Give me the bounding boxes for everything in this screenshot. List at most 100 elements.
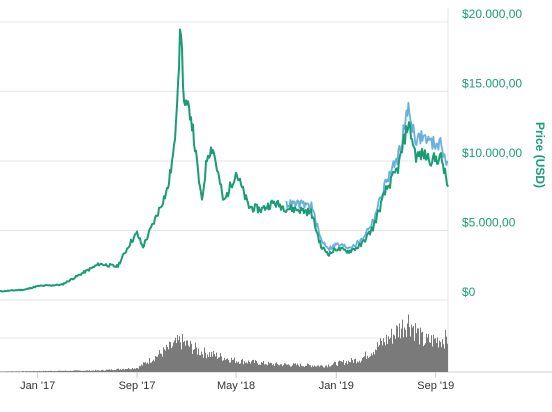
volume-bar <box>280 364 281 372</box>
volume-bar <box>384 342 385 372</box>
volume-bar <box>431 335 432 372</box>
grid-lines <box>0 8 552 373</box>
volume-bar <box>50 370 51 372</box>
volume-bar <box>372 355 373 372</box>
volume-bar <box>152 361 153 372</box>
volume-bar <box>184 340 185 372</box>
volume-bar <box>405 329 406 372</box>
volume-bar <box>388 336 389 372</box>
volume-bar <box>284 363 285 372</box>
volume-bar <box>139 365 140 372</box>
volume-bar <box>18 371 19 372</box>
volume-bar <box>92 370 93 372</box>
volume-bar <box>296 365 297 372</box>
volume-bar <box>380 338 381 372</box>
volume-bar <box>170 342 171 372</box>
volume-bar <box>427 337 428 372</box>
volume-bar <box>359 360 360 372</box>
volume-bar <box>399 323 400 372</box>
volume-bar <box>172 346 173 372</box>
volume-bar <box>231 357 232 372</box>
volume-bar <box>243 364 244 372</box>
volume-bar <box>332 364 333 372</box>
volume-bar <box>201 351 202 372</box>
volume-bar <box>242 359 243 372</box>
volume-bar <box>363 357 364 372</box>
volume-bar <box>23 371 24 372</box>
volume-bar <box>100 370 101 372</box>
volume-bar <box>158 354 159 372</box>
volume-bar <box>240 363 241 372</box>
volume-bar <box>330 366 331 372</box>
x-tick-label-4: Sep '19 <box>417 380 454 392</box>
volume-bar <box>379 345 380 372</box>
volume-bar <box>364 356 365 372</box>
volume-bar <box>65 370 66 372</box>
volume-bar <box>255 360 256 372</box>
volume-bar <box>62 370 63 372</box>
volume-bar <box>352 360 353 372</box>
volume-bar <box>328 364 329 372</box>
volume-bar <box>73 370 74 372</box>
volume-bar <box>245 362 246 372</box>
volume-bar <box>103 370 104 372</box>
volume-bar <box>428 334 429 372</box>
volume-bar <box>371 353 372 372</box>
volume-bar <box>338 361 339 372</box>
volume-bar <box>386 334 387 372</box>
volume-bar <box>312 365 313 372</box>
volume-bar <box>331 365 332 372</box>
volume-bar <box>196 347 197 372</box>
volume-bar <box>4 371 5 372</box>
volume-bar <box>195 342 196 372</box>
volume-bar <box>357 361 358 372</box>
volume-bar <box>314 365 315 372</box>
volume-bar <box>298 365 299 372</box>
volume-bar <box>341 361 342 372</box>
volume-bar <box>365 351 366 372</box>
volume-bar <box>80 370 81 372</box>
volume-bar <box>412 327 413 372</box>
volume-bar <box>307 363 308 372</box>
volume-bar <box>251 361 252 372</box>
volume-bar <box>132 367 133 372</box>
volume-bar <box>425 343 426 372</box>
volume-bar <box>418 328 419 372</box>
volume-bar <box>219 357 220 372</box>
volume-bar <box>377 342 378 372</box>
volume-bar <box>299 366 300 372</box>
volume-bar <box>57 370 58 372</box>
volume-bar <box>150 362 151 372</box>
volume-bar <box>5 371 6 372</box>
volume-bar <box>12 371 13 372</box>
volume-bar <box>215 356 216 372</box>
volume-bar <box>41 371 42 372</box>
volume-bar <box>38 371 39 372</box>
volume-bar <box>317 365 318 372</box>
volume-bar <box>267 365 268 372</box>
volume-bar <box>116 369 117 372</box>
volume-bar <box>247 363 248 372</box>
volume-bar <box>52 371 53 372</box>
volume-bar <box>339 360 340 372</box>
volume-bar <box>67 370 68 372</box>
volume-bar <box>335 362 336 372</box>
volume-bar <box>376 350 377 372</box>
volume-bar <box>189 346 190 372</box>
volume-bar <box>211 351 212 372</box>
volume-bar <box>221 356 222 372</box>
volume-bar <box>213 350 214 372</box>
volume-bar <box>177 334 178 372</box>
volume-bar <box>141 364 142 372</box>
volume-bar <box>96 370 97 372</box>
volume-bar <box>105 370 106 372</box>
volume-bar <box>360 362 361 372</box>
volume-bar <box>128 367 129 372</box>
volume-bar <box>248 360 249 372</box>
volume-bar <box>107 369 108 372</box>
volume-bar <box>81 371 82 372</box>
volume-bar <box>292 365 293 372</box>
volume-bar <box>345 363 346 372</box>
volume-bar <box>104 370 105 372</box>
volume-bar <box>185 345 186 372</box>
